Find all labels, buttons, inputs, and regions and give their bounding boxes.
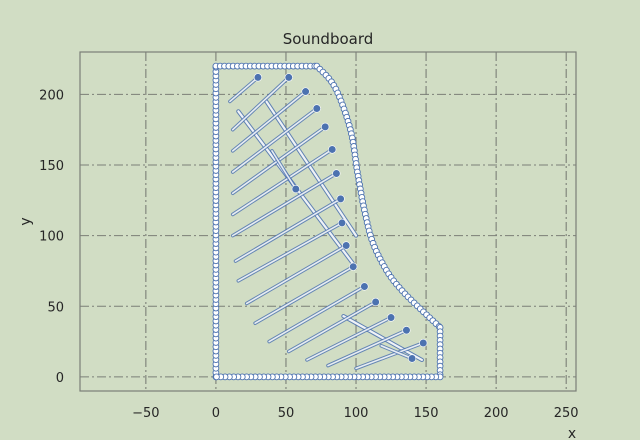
strut-highlight	[245, 244, 348, 305]
strut-highlight	[237, 222, 343, 282]
strut-highlight	[231, 148, 334, 216]
strut-highlight	[229, 76, 259, 103]
strut-tip-point	[312, 104, 321, 113]
x-tick-label: 250	[554, 406, 579, 421]
strut-tip-point	[291, 184, 300, 194]
x-axis-label: x	[568, 426, 576, 440]
data-markers	[212, 62, 444, 381]
strut-tip-point	[253, 73, 263, 82]
strut-highlight	[268, 285, 366, 343]
y-tick-label: 150	[39, 159, 64, 174]
diagonal-bar-highlight	[342, 315, 423, 362]
tick-labels: −50 0 50 100 150 200 250 0 50 100 150 200	[39, 88, 578, 421]
strut-tip-point	[360, 282, 369, 291]
y-tick-label: 0	[56, 371, 64, 386]
plot-frame	[79, 51, 577, 392]
x-tick-label: 150	[414, 406, 439, 421]
strut-highlight	[231, 107, 318, 173]
strut-tip-point	[321, 122, 330, 131]
strut-highlight	[355, 342, 425, 370]
y-tick-label: 100	[39, 230, 64, 245]
strut-highlight	[271, 150, 297, 190]
strut-highlight	[234, 198, 342, 262]
x-tick-label: 0	[212, 406, 220, 421]
strut-highlight	[231, 172, 338, 237]
strut-highlight	[380, 344, 413, 360]
soundboard-shape	[228, 75, 426, 371]
strut-tip-point	[328, 145, 337, 154]
strut-tip-point	[284, 73, 293, 82]
strut-tip-point	[386, 313, 396, 322]
y-tick-label: 50	[47, 300, 64, 315]
diagonal-bar-highlight	[265, 100, 358, 237]
x-tick-label: −50	[132, 406, 159, 421]
strut-tip-point	[301, 87, 310, 96]
strut-highlight	[327, 329, 408, 367]
strut-highlight	[254, 265, 355, 325]
chart-title: Soundboard	[283, 30, 374, 48]
strut-highlight	[287, 301, 377, 353]
x-tick-label: 100	[344, 406, 369, 421]
strut-tip-point	[336, 194, 345, 203]
strut-tip-point	[402, 326, 411, 335]
strut-highlight	[231, 76, 290, 131]
strut-tip-point	[407, 354, 417, 363]
strut-tip-point	[419, 338, 428, 348]
strut-tip-point	[337, 218, 347, 228]
strut-tip-point	[371, 297, 380, 307]
y-axis-label: y	[18, 217, 34, 225]
strut-highlight	[306, 316, 392, 361]
x-tick-label: 200	[484, 406, 509, 421]
x-tick-label: 50	[278, 406, 295, 421]
strut-tip-point	[332, 169, 341, 178]
grid	[80, 52, 576, 391]
strut-tip-point	[349, 262, 358, 271]
strut-tip-point	[342, 241, 351, 250]
y-tick-label: 200	[39, 88, 64, 103]
outline-marker	[213, 373, 220, 381]
strut-highlight	[231, 90, 307, 152]
